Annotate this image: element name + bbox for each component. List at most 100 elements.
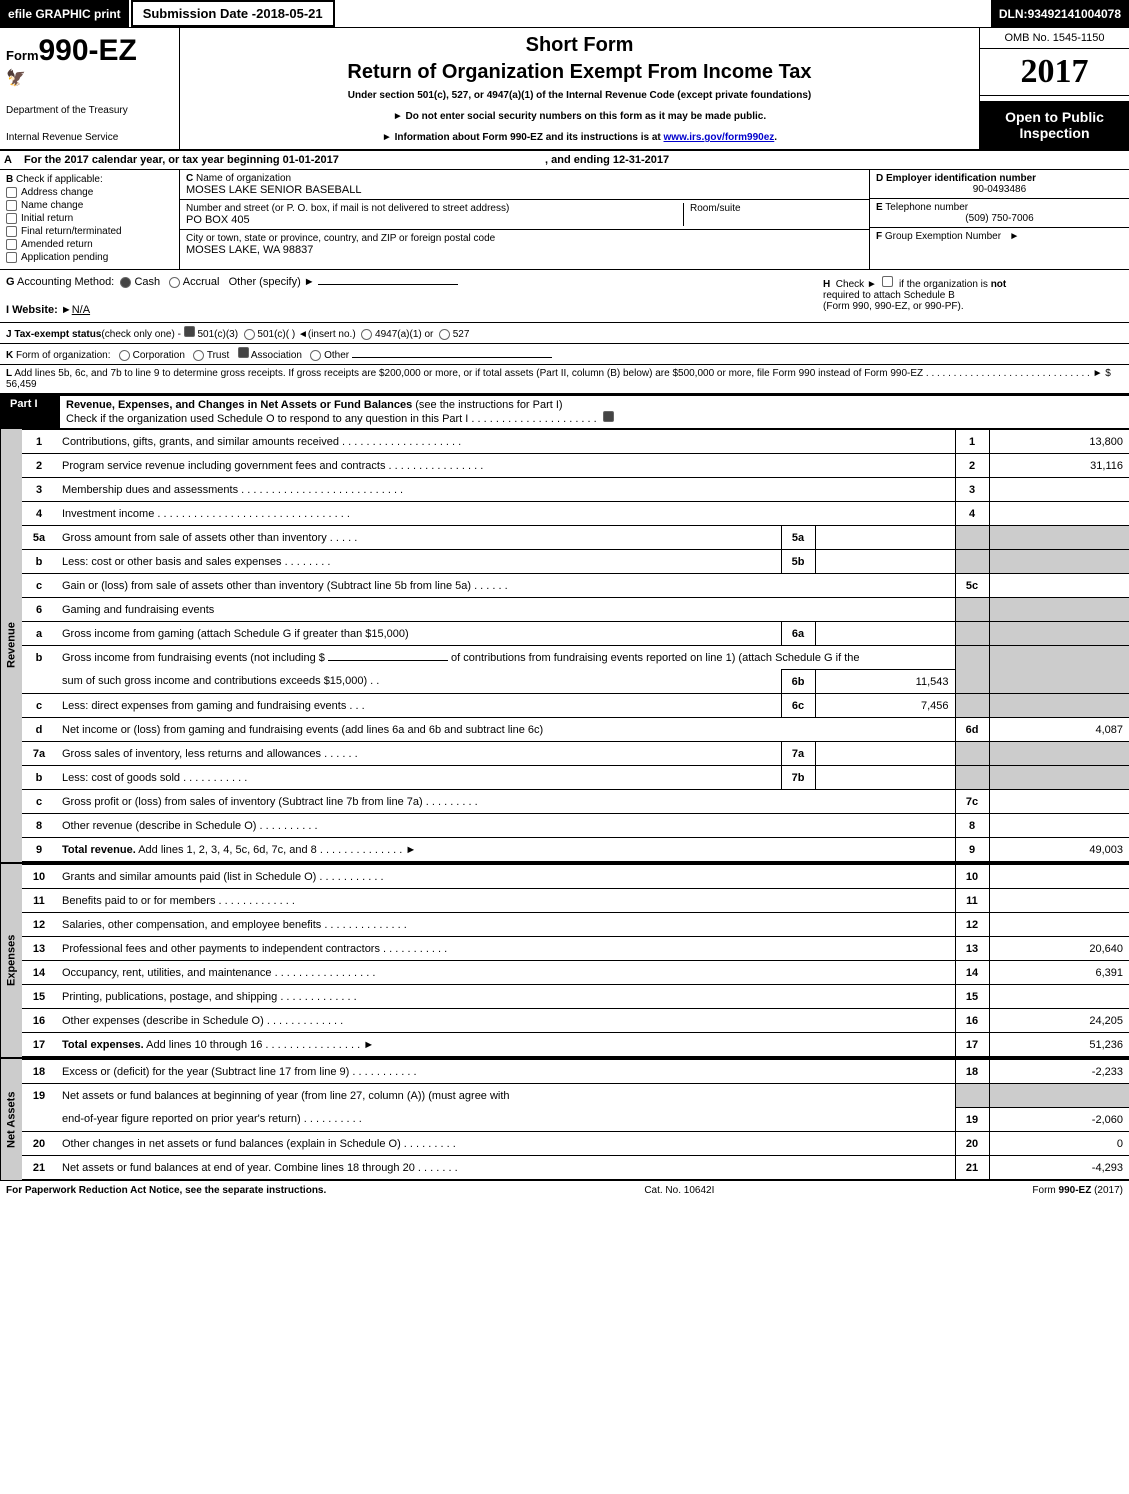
line-14-desc: Occupancy, rent, utilities, and maintena…	[56, 961, 955, 985]
other-org-radio[interactable]	[310, 350, 321, 361]
line-7b-rval-shade	[989, 766, 1129, 790]
association-checkbox[interactable]	[238, 347, 249, 358]
line-15-num: 15	[22, 985, 56, 1009]
net-assets-vtab: Net Assets	[0, 1059, 22, 1180]
line-19-desc1: Net assets or fund balances at beginning…	[56, 1084, 955, 1108]
line-13-desc: Professional fees and other payments to …	[56, 937, 955, 961]
line-10-value	[989, 865, 1129, 889]
line-5a-rval-shade	[989, 526, 1129, 550]
line-19-value: -2,060	[989, 1108, 1129, 1132]
line-19-desc2: end-of-year figure reported on prior yea…	[56, 1108, 955, 1132]
line-6a-subval	[815, 622, 955, 646]
line-17-desc-rest: Add lines 10 through 16 . . . . . . . . …	[146, 1039, 374, 1051]
address-change-label: Address change	[21, 187, 93, 198]
line-7c-desc: Gross profit or (loss) from sales of inv…	[56, 790, 955, 814]
city-value: MOSES LAKE, WA 98837	[186, 244, 863, 256]
schedule-o-checkbox[interactable]	[603, 411, 614, 422]
trust-label: Trust	[207, 350, 229, 361]
line-7c-num: c	[22, 790, 56, 814]
line-7c-rnum: 7c	[955, 790, 989, 814]
footer-right: Form 990-EZ (2017)	[1032, 1185, 1123, 1196]
line-13-value: 20,640	[989, 937, 1129, 961]
line-15-desc: Printing, publications, postage, and shi…	[56, 985, 955, 1009]
501c-radio[interactable]	[244, 329, 255, 340]
accrual-radio[interactable]	[169, 277, 180, 288]
phone-label: Telephone number	[885, 202, 968, 213]
line-6b-desc1-text: Gross income from fundraising events (no…	[62, 652, 325, 664]
line-4: 4 Investment income . . . . . . . . . . …	[22, 502, 1129, 526]
line-9-desc: Total revenue. Add lines 1, 2, 3, 4, 5c,…	[56, 838, 955, 862]
line-5b-desc: Less: cost or other basis and sales expe…	[56, 550, 781, 574]
line-18-value: -2,233	[989, 1060, 1129, 1084]
other-org-input[interactable]	[352, 357, 552, 358]
527-label: 527	[453, 329, 470, 340]
line-12-desc: Salaries, other compensation, and employ…	[56, 913, 955, 937]
form990ez-link[interactable]: www.irs.gov/form990ez	[664, 132, 775, 143]
line-1: 1 Contributions, gifts, grants, and simi…	[22, 430, 1129, 454]
line-6a-desc: Gross income from gaming (attach Schedul…	[56, 622, 781, 646]
application-pending-checkbox[interactable]	[6, 252, 17, 263]
row-h-not: not	[991, 279, 1007, 290]
form-word: Form	[6, 48, 39, 63]
line-5b-subnum: 5b	[781, 550, 815, 574]
top-bar: efile GRAPHIC print Submission Date - 20…	[0, 0, 1129, 28]
cash-radio[interactable]	[120, 277, 131, 288]
line-14-num: 14	[22, 961, 56, 985]
line-6d-rnum: 6d	[955, 718, 989, 742]
line-8-num: 8	[22, 814, 56, 838]
line-6b-desc1: Gross income from fundraising events (no…	[56, 646, 955, 670]
form-header-right: OMB No. 1545-1150 2017 Open to Public In…	[979, 28, 1129, 149]
line-7c: c Gross profit or (loss) from sales of i…	[22, 790, 1129, 814]
527-radio[interactable]	[439, 329, 450, 340]
row-h-label: H	[823, 279, 830, 290]
line-6b-blank[interactable]	[328, 660, 448, 661]
line-19-num-blank	[22, 1108, 56, 1132]
initial-return-checkbox[interactable]	[6, 213, 17, 224]
submission-date-label: Submission Date -	[143, 6, 256, 21]
line-5c-rnum: 5c	[955, 574, 989, 598]
line-6d-desc: Net income or (loss) from gaming and fun…	[56, 718, 955, 742]
line-7b-rnum-shade	[955, 766, 989, 790]
line-21-desc: Net assets or fund balances at end of ye…	[56, 1156, 955, 1180]
line-11-num: 11	[22, 889, 56, 913]
4947-radio[interactable]	[361, 329, 372, 340]
row-k: K Form of organization: Corporation Trus…	[0, 344, 1129, 365]
initial-return-label: Initial return	[21, 213, 73, 224]
line-19-rval-shade	[989, 1084, 1129, 1108]
form-header: Form990-EZ 🦅 Department of the Treasury …	[0, 28, 1129, 151]
line-11: 11 Benefits paid to or for members . . .…	[22, 889, 1129, 913]
row-h-text4: (Form 990, 990-EZ, or 990-PF).	[823, 301, 964, 312]
line-18: 18 Excess or (deficit) for the year (Sub…	[22, 1060, 1129, 1084]
501c3-checkbox[interactable]	[184, 326, 195, 337]
line-16: 16 Other expenses (describe in Schedule …	[22, 1009, 1129, 1033]
row-bcdef: B Check if applicable: Address change Na…	[0, 170, 1129, 270]
line-18-num: 18	[22, 1060, 56, 1084]
schedule-b-checkbox[interactable]	[882, 276, 893, 287]
footer-left: For Paperwork Reduction Act Notice, see …	[6, 1185, 326, 1196]
line-6a-rval-shade	[989, 622, 1129, 646]
other-specify-input[interactable]	[318, 284, 458, 285]
corporation-radio[interactable]	[119, 350, 130, 361]
name-change-checkbox[interactable]	[6, 200, 17, 211]
line-7b-num: b	[22, 766, 56, 790]
amended-return-label: Amended return	[21, 239, 93, 250]
line-14-value: 6,391	[989, 961, 1129, 985]
line-6b-num: b	[22, 646, 56, 670]
amended-return-checkbox[interactable]	[6, 239, 17, 250]
efile-print-button[interactable]: efile GRAPHIC print	[0, 0, 129, 27]
trust-radio[interactable]	[193, 350, 204, 361]
row-l: L Add lines 5b, 6c, and 7b to line 9 to …	[0, 365, 1129, 395]
line-17-rnum: 17	[955, 1033, 989, 1057]
final-return-checkbox[interactable]	[6, 226, 17, 237]
address-change-checkbox[interactable]	[6, 187, 17, 198]
application-pending-label: Application pending	[21, 252, 108, 263]
line-8: 8 Other revenue (describe in Schedule O)…	[22, 814, 1129, 838]
line-19-rnum-shade	[955, 1084, 989, 1108]
po-box: PO BOX 405	[186, 214, 683, 226]
short-form-title: Short Form	[190, 34, 969, 57]
4947-label: 4947(a)(1) or	[375, 329, 433, 340]
corporation-label: Corporation	[133, 350, 185, 361]
irs-eagle-icon: 🦅	[6, 68, 173, 88]
accrual-label: Accrual	[183, 276, 220, 288]
part-1-sub: (see the instructions for Part I)	[415, 399, 562, 411]
